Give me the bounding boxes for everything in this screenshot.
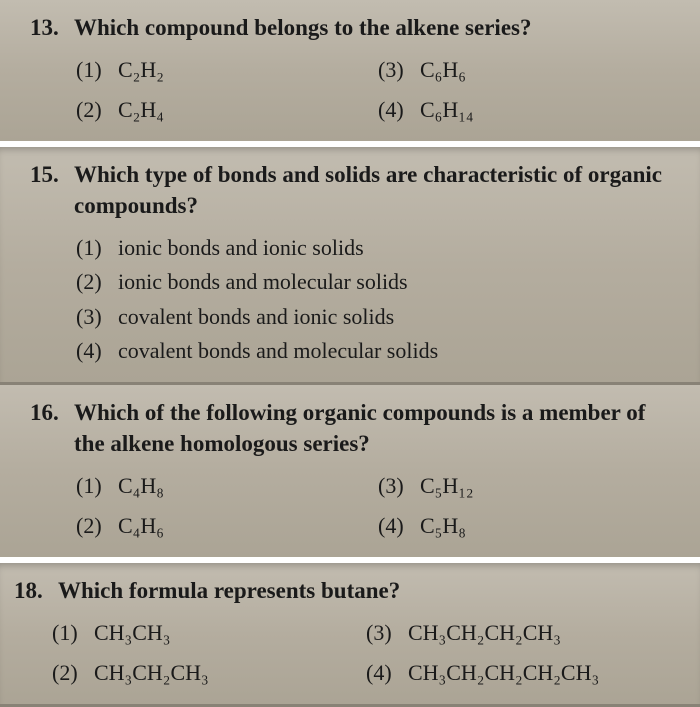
options-grid: (1) C₂H₂ (3) C₆H₆ (2) C₂H₄ (4) C₆H₁₄ <box>20 53 680 127</box>
question-number: 13. <box>30 12 74 43</box>
option-text: covalent bonds and ionic solids <box>118 300 394 334</box>
option-formula: C₂H₂ <box>118 53 164 87</box>
option-2: (2) C₂H₄ <box>76 93 378 127</box>
question-text: Which compound belongs to the alkene ser… <box>74 12 680 43</box>
option-number: (4) <box>378 509 420 543</box>
option-3: (3) CH₃CH₂CH₂CH₃ <box>366 616 680 650</box>
question-number: 18. <box>14 575 58 606</box>
question-number: 16. <box>30 397 74 428</box>
option-number: (2) <box>76 265 118 299</box>
option-text: ionic bonds and ionic solids <box>118 231 364 265</box>
question-text: Which formula represents butane? <box>58 575 680 606</box>
option-formula: CH₃CH₂CH₃ <box>94 656 209 690</box>
question-text: Which of the following organic compounds… <box>74 397 680 459</box>
option-3: (3) C₆H₆ <box>378 53 680 87</box>
question-text: Which type of bonds and solids are chara… <box>74 159 680 221</box>
option-formula: C₅H₁₂ <box>420 469 474 503</box>
option-number: (3) <box>366 616 408 650</box>
question-13: 13. Which compound belongs to the alkene… <box>20 12 680 43</box>
option-number: (3) <box>76 300 118 334</box>
option-text: ionic bonds and molecular solids <box>118 265 408 299</box>
option-number: (3) <box>378 53 420 87</box>
option-formula: C₅H₈ <box>420 509 466 543</box>
option-text: covalent bonds and molecular solids <box>118 334 438 368</box>
option-number: (2) <box>76 509 118 543</box>
question-15-block: 15. Which type of bonds and solids are c… <box>0 147 700 384</box>
options-list: (1) ionic bonds and ionic solids (2) ion… <box>20 231 680 367</box>
option-4: (4) C₅H₈ <box>378 509 680 543</box>
option-1: (1) C₂H₂ <box>76 53 378 87</box>
option-4: (4) covalent bonds and molecular solids <box>76 334 680 368</box>
option-formula: C₂H₄ <box>118 93 164 127</box>
question-18-block: 18. Which formula represents butane? (1)… <box>0 563 700 707</box>
option-number: (1) <box>52 616 94 650</box>
option-number: (4) <box>378 93 420 127</box>
option-4: (4) C₆H₁₄ <box>378 93 680 127</box>
option-1: (1) ionic bonds and ionic solids <box>76 231 680 265</box>
option-number: (1) <box>76 231 118 265</box>
option-number: (2) <box>76 93 118 127</box>
question-number: 15. <box>30 159 74 190</box>
option-formula: CH₃CH₂CH₂CH₃ <box>408 616 561 650</box>
option-number: (4) <box>76 334 118 368</box>
option-formula: C₄H₆ <box>118 509 164 543</box>
option-number: (1) <box>76 53 118 87</box>
question-16-block: 16. Which of the following organic compo… <box>0 385 700 563</box>
option-formula: C₆H₁₄ <box>420 93 474 127</box>
option-1: (1) CH₃CH₃ <box>52 616 366 650</box>
option-formula: C₆H₆ <box>420 53 466 87</box>
option-number: (1) <box>76 469 118 503</box>
option-3: (3) covalent bonds and ionic solids <box>76 300 680 334</box>
option-number: (2) <box>52 656 94 690</box>
option-2: (2) ionic bonds and molecular solids <box>76 265 680 299</box>
options-grid: (1) C₄H₈ (3) C₅H₁₂ (2) C₄H₆ (4) C₅H₈ <box>20 469 680 543</box>
question-18: 18. Which formula represents butane? <box>4 575 680 606</box>
question-16: 16. Which of the following organic compo… <box>20 397 680 459</box>
question-15: 15. Which type of bonds and solids are c… <box>20 159 680 221</box>
question-13-block: 13. Which compound belongs to the alkene… <box>0 0 700 147</box>
options-grid: (1) CH₃CH₃ (3) CH₃CH₂CH₂CH₃ (2) CH₃CH₂CH… <box>4 616 680 690</box>
option-2: (2) CH₃CH₂CH₃ <box>52 656 366 690</box>
option-number: (4) <box>366 656 408 690</box>
option-number: (3) <box>378 469 420 503</box>
option-4: (4) CH₃CH₂CH₂CH₂CH₃ <box>366 656 680 690</box>
option-1: (1) C₄H₈ <box>76 469 378 503</box>
option-3: (3) C₅H₁₂ <box>378 469 680 503</box>
option-2: (2) C₄H₆ <box>76 509 378 543</box>
option-formula: CH₃CH₂CH₂CH₂CH₃ <box>408 656 599 690</box>
option-formula: CH₃CH₃ <box>94 616 170 650</box>
option-formula: C₄H₈ <box>118 469 164 503</box>
